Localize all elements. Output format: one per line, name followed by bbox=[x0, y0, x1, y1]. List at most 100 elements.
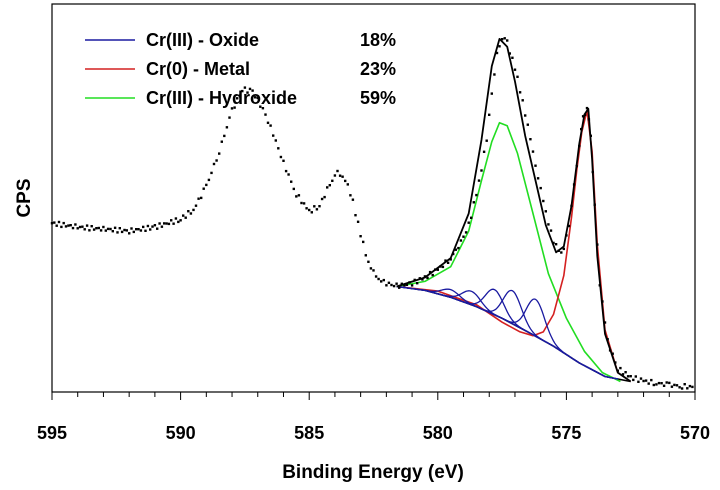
data-point bbox=[367, 260, 370, 263]
data-point bbox=[170, 219, 173, 222]
data-point bbox=[287, 173, 290, 176]
data-point bbox=[130, 227, 133, 230]
x-axis-tick-labels: 595 590 585 580 575 570 bbox=[37, 423, 710, 443]
data-point bbox=[179, 219, 182, 222]
data-point bbox=[207, 178, 211, 182]
data-point bbox=[413, 278, 416, 282]
x-tick-label: 585 bbox=[294, 423, 324, 443]
data-point bbox=[228, 116, 231, 119]
data-point bbox=[382, 278, 385, 282]
data-point bbox=[241, 89, 244, 93]
data-point bbox=[601, 300, 604, 303]
data-point bbox=[403, 284, 406, 287]
data-point bbox=[639, 377, 643, 380]
data-point bbox=[513, 68, 517, 71]
data-point bbox=[354, 214, 357, 217]
data-point bbox=[297, 194, 301, 197]
data-point bbox=[202, 187, 205, 190]
data-point bbox=[256, 96, 259, 100]
data-point bbox=[521, 99, 524, 102]
data-point bbox=[589, 134, 592, 137]
data-point bbox=[529, 138, 532, 141]
data-point bbox=[205, 183, 208, 187]
data-point bbox=[611, 352, 614, 355]
data-point bbox=[387, 281, 391, 284]
data-point bbox=[380, 280, 383, 283]
data-point bbox=[526, 123, 529, 126]
data-point bbox=[174, 217, 178, 220]
measured-points bbox=[50, 37, 694, 390]
data-point bbox=[120, 230, 124, 234]
data-point bbox=[165, 222, 168, 225]
data-point bbox=[624, 371, 627, 374]
data-point bbox=[308, 208, 311, 212]
data-point bbox=[104, 229, 107, 232]
data-point bbox=[81, 225, 84, 228]
data-point bbox=[210, 171, 213, 175]
data-point bbox=[578, 144, 581, 148]
data-point bbox=[60, 225, 63, 229]
x-tick-label: 575 bbox=[551, 423, 581, 443]
data-point bbox=[374, 275, 378, 278]
data-point bbox=[531, 150, 535, 153]
data-point bbox=[372, 269, 375, 272]
data-point bbox=[344, 179, 347, 183]
data-point bbox=[524, 114, 527, 117]
data-point bbox=[364, 254, 367, 257]
data-point bbox=[534, 164, 537, 167]
data-point bbox=[187, 210, 190, 213]
data-point bbox=[246, 91, 249, 94]
data-point bbox=[310, 211, 313, 214]
data-point bbox=[436, 268, 439, 271]
data-point bbox=[691, 385, 694, 389]
data-point bbox=[328, 184, 331, 187]
data-point bbox=[331, 179, 334, 182]
data-point bbox=[290, 180, 293, 183]
data-point bbox=[400, 282, 403, 285]
data-point bbox=[495, 51, 499, 55]
data-point bbox=[572, 183, 576, 186]
data-point bbox=[567, 224, 571, 228]
data-point bbox=[69, 224, 72, 227]
data-point bbox=[90, 225, 93, 228]
data-point bbox=[163, 222, 166, 225]
data-point bbox=[621, 373, 625, 376]
data-point bbox=[580, 127, 583, 131]
x-axis-title: Binding Energy (eV) bbox=[282, 462, 464, 483]
x-tick-label: 570 bbox=[680, 423, 710, 443]
data-point bbox=[662, 384, 666, 387]
data-point bbox=[167, 222, 171, 226]
data-point bbox=[313, 205, 316, 208]
data-point bbox=[614, 361, 617, 364]
data-point bbox=[197, 197, 200, 200]
data-point bbox=[338, 174, 342, 177]
data-point bbox=[336, 169, 339, 173]
data-point bbox=[683, 383, 686, 386]
data-point bbox=[657, 381, 661, 385]
data-point bbox=[470, 216, 473, 219]
data-point bbox=[341, 175, 344, 178]
data-point bbox=[547, 223, 550, 226]
legend: Cr(III) - Oxide 18% Cr(0) - Metal 23% Cr(III… bbox=[85, 30, 396, 108]
data-point bbox=[593, 203, 596, 206]
data-point bbox=[243, 86, 247, 89]
data-point bbox=[212, 162, 216, 166]
data-point bbox=[233, 106, 236, 109]
data-point bbox=[457, 246, 460, 250]
data-point bbox=[632, 378, 635, 382]
data-point bbox=[85, 224, 89, 227]
data-point bbox=[356, 220, 360, 223]
data-point bbox=[619, 366, 622, 370]
data-point bbox=[292, 187, 295, 191]
data-point bbox=[668, 381, 671, 385]
data-point bbox=[135, 228, 138, 231]
data-point bbox=[688, 384, 692, 388]
data-point bbox=[493, 73, 496, 76]
data-point bbox=[390, 283, 393, 287]
data-point bbox=[116, 231, 119, 234]
x-tick-label: 590 bbox=[166, 423, 196, 443]
data-point bbox=[395, 282, 398, 285]
data-point bbox=[172, 222, 175, 225]
data-point bbox=[251, 89, 254, 92]
data-point bbox=[647, 382, 650, 385]
